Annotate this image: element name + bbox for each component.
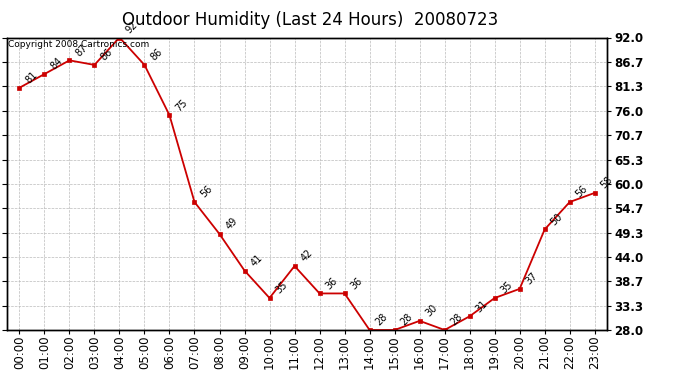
Text: 30: 30 <box>424 303 440 319</box>
Text: 75: 75 <box>174 97 190 113</box>
Text: 36: 36 <box>348 276 364 291</box>
Text: 28: 28 <box>399 312 415 328</box>
Text: 86: 86 <box>99 47 115 63</box>
Text: 36: 36 <box>324 276 339 291</box>
Text: 41: 41 <box>248 253 264 268</box>
Text: 28: 28 <box>374 312 390 328</box>
Text: 49: 49 <box>224 216 239 232</box>
Text: 56: 56 <box>574 184 590 200</box>
Text: Copyright 2008 Cartronics.com: Copyright 2008 Cartronics.com <box>8 40 149 50</box>
Text: Outdoor Humidity (Last 24 Hours)  20080723: Outdoor Humidity (Last 24 Hours) 2008072… <box>122 11 499 29</box>
Text: 81: 81 <box>23 70 39 86</box>
Text: 84: 84 <box>48 56 64 72</box>
Text: 35: 35 <box>274 280 290 296</box>
Text: 42: 42 <box>299 248 315 264</box>
Text: 56: 56 <box>199 184 215 200</box>
Text: 28: 28 <box>448 312 464 328</box>
Text: 92: 92 <box>124 20 139 35</box>
Text: 87: 87 <box>74 42 90 58</box>
Text: 50: 50 <box>549 211 564 227</box>
Text: 86: 86 <box>148 47 164 63</box>
Text: 35: 35 <box>499 280 515 296</box>
Text: 58: 58 <box>599 175 615 191</box>
Text: 37: 37 <box>524 271 540 287</box>
Text: 31: 31 <box>474 298 489 314</box>
